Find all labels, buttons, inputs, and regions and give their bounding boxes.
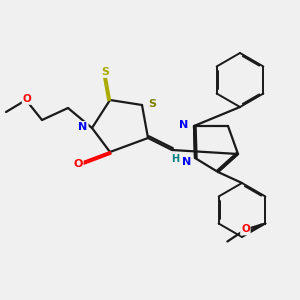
Text: H: H [171,154,179,164]
Text: S: S [148,99,156,109]
Text: O: O [73,159,83,169]
Text: S: S [101,67,109,77]
Text: N: N [182,157,192,167]
Text: O: O [241,224,250,235]
Text: N: N [78,122,88,132]
Text: N: N [179,120,189,130]
Text: O: O [22,94,32,104]
